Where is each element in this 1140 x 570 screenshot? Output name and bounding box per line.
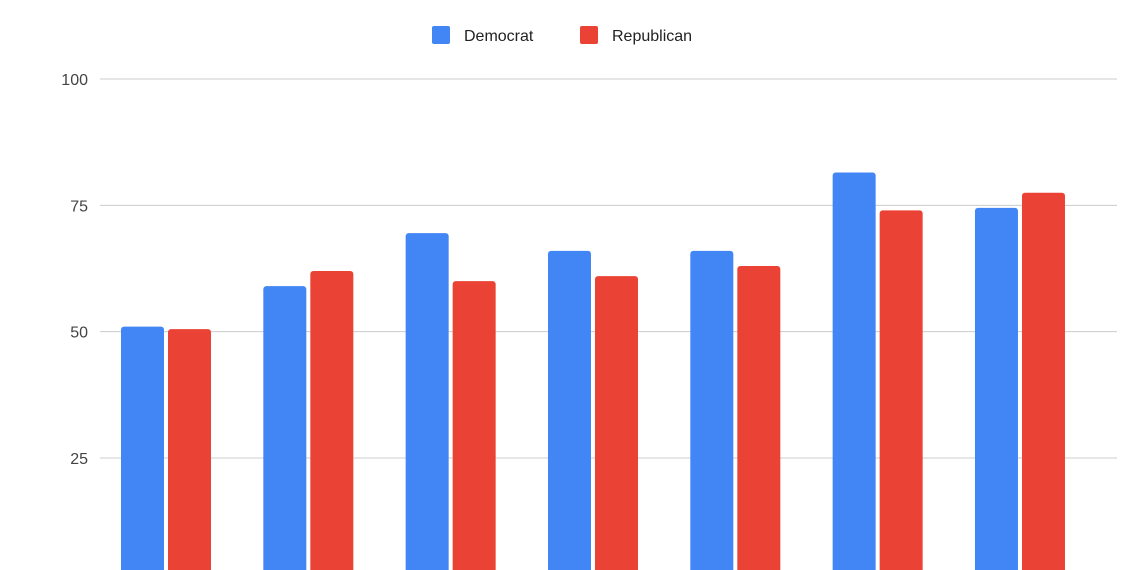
legend: Democrat Republican — [432, 26, 692, 45]
y-tick-label: 50 — [70, 325, 88, 342]
y-tick-label: 25 — [70, 451, 88, 468]
bar-republican-2 — [310, 271, 354, 570]
bar-republican-4 — [594, 276, 638, 570]
bar-democrat-5 — [690, 250, 734, 570]
bar-democrat-7 — [974, 207, 1018, 570]
bar-republican-1 — [168, 329, 211, 570]
bar-republican-6 — [879, 210, 923, 570]
legend-swatch-democrat — [432, 26, 450, 44]
bar-democrat-4 — [547, 250, 591, 570]
bars — [121, 172, 1065, 570]
bar-republican-5 — [737, 265, 781, 570]
bar-democrat-1 — [121, 326, 164, 570]
y-axis: 25 50 75 100 — [61, 72, 88, 468]
y-tick-label: 75 — [70, 198, 88, 215]
bar-republican-3 — [452, 281, 496, 570]
bar-democrat-3 — [405, 233, 449, 570]
legend-swatch-republican — [580, 26, 598, 44]
legend-label-democrat: Democrat — [464, 28, 534, 45]
bar-republican-7 — [1021, 192, 1065, 570]
bar-democrat-2 — [263, 286, 307, 570]
legend-label-republican: Republican — [612, 28, 692, 45]
y-tick-label: 100 — [61, 72, 88, 89]
bar-democrat-6 — [832, 172, 876, 570]
